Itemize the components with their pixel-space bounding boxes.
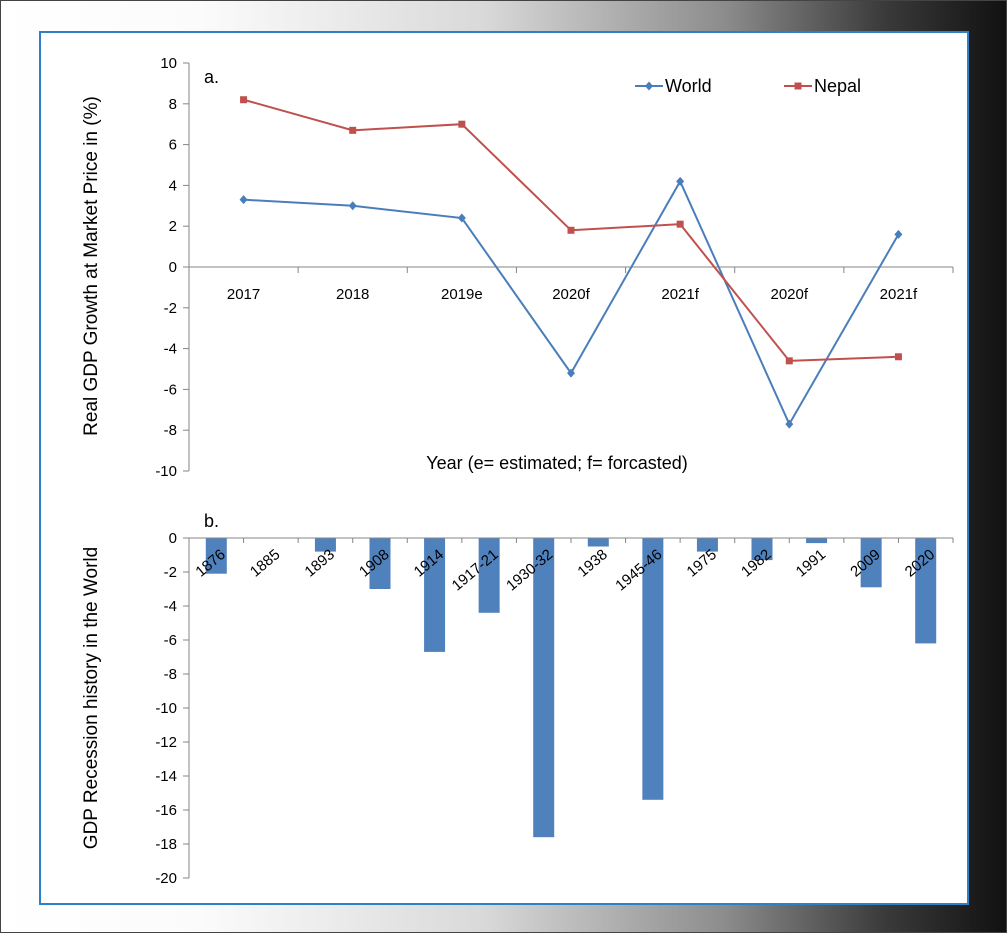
bar xyxy=(860,538,882,588)
y-tick-label: -18 xyxy=(155,836,177,853)
y-tick-label: 10 xyxy=(160,55,177,72)
y-tick-label: 8 xyxy=(169,96,177,113)
y-tick-label: -2 xyxy=(164,564,177,581)
panel-label-a: a. xyxy=(204,67,219,87)
bar xyxy=(314,538,336,552)
y-tick-label: -2 xyxy=(164,300,177,317)
y-tick-label: 4 xyxy=(169,177,177,194)
data-point xyxy=(676,176,685,186)
x-tick-label: 2020f xyxy=(552,286,590,303)
y-tick-label: 0 xyxy=(169,530,177,547)
data-point xyxy=(894,353,902,361)
x-tick-label: 2019e xyxy=(441,286,483,303)
data-point xyxy=(348,201,357,211)
y-axis-title: Real GDP Growth at Market Price in (%) xyxy=(81,96,102,436)
y-tick-label: -16 xyxy=(155,802,177,819)
y-tick-label: -12 xyxy=(155,734,177,751)
bar xyxy=(587,538,609,547)
y-tick-label: -10 xyxy=(155,463,177,480)
bar xyxy=(533,538,555,838)
data-point xyxy=(349,126,357,134)
line-chart-gdp-growth: a. Year (e= estimated; f= forcasted) Rea… xyxy=(81,55,954,480)
data-point xyxy=(567,226,575,234)
y-tick-label: 0 xyxy=(169,259,177,276)
x-tick-label: 1938 xyxy=(574,546,610,580)
bar xyxy=(478,538,500,613)
y-tick-label: 2 xyxy=(169,218,177,235)
bar xyxy=(205,538,227,574)
bar xyxy=(369,538,391,589)
figure-svg: a. Year (e= estimated; f= forcasted) Rea… xyxy=(81,55,954,887)
x-tick-label: 2020f xyxy=(771,286,809,303)
data-point xyxy=(785,357,793,365)
y-axis-title: GDP Recession history in the World xyxy=(81,547,102,849)
x-tick-label: 2018 xyxy=(336,286,369,303)
x-tick-label: 1991 xyxy=(793,546,829,580)
data-point xyxy=(567,368,575,378)
y-tick-label: -6 xyxy=(164,381,177,398)
y-tick-label: -10 xyxy=(155,700,177,717)
data-point xyxy=(458,120,466,128)
bar xyxy=(806,538,828,544)
bar-chart-recession-history: b. GDP Recession history in the World -2… xyxy=(81,511,954,887)
y-tick-label: -8 xyxy=(164,422,177,439)
series-nepal xyxy=(240,96,902,365)
data-point xyxy=(457,213,466,223)
figure-panel: a. Year (e= estimated; f= forcasted) Rea… xyxy=(39,31,969,905)
y-tick-label: -6 xyxy=(164,632,177,649)
bar xyxy=(696,538,718,552)
data-point xyxy=(240,96,248,104)
legend: World Nepal xyxy=(635,76,861,96)
data-point xyxy=(894,229,903,239)
panel-label-b: b. xyxy=(204,511,219,531)
legend-marker xyxy=(794,82,802,90)
legend-label: Nepal xyxy=(814,76,861,96)
x-axis-title: Year (e= estimated; f= forcasted) xyxy=(426,453,687,473)
bar xyxy=(915,538,937,644)
y-tick-label: 6 xyxy=(169,137,177,154)
bar xyxy=(751,538,773,561)
data-point xyxy=(785,419,794,429)
series-world xyxy=(239,176,903,429)
y-tick-label: -20 xyxy=(155,870,177,887)
bar xyxy=(642,538,664,800)
y-tick-label: -14 xyxy=(155,768,177,785)
legend-label: World xyxy=(665,76,712,96)
data-point xyxy=(239,195,248,205)
legend-marker xyxy=(645,81,653,91)
y-tick-label: -8 xyxy=(164,666,177,683)
x-tick-label: 2021f xyxy=(661,286,699,303)
x-tick-label: 2021f xyxy=(880,286,918,303)
bar xyxy=(424,538,446,652)
x-tick-label: 2017 xyxy=(227,286,260,303)
x-tick-label: 1885 xyxy=(247,546,283,580)
y-tick-label: -4 xyxy=(164,341,177,358)
y-tick-label: -4 xyxy=(164,598,177,615)
data-point xyxy=(676,220,684,228)
